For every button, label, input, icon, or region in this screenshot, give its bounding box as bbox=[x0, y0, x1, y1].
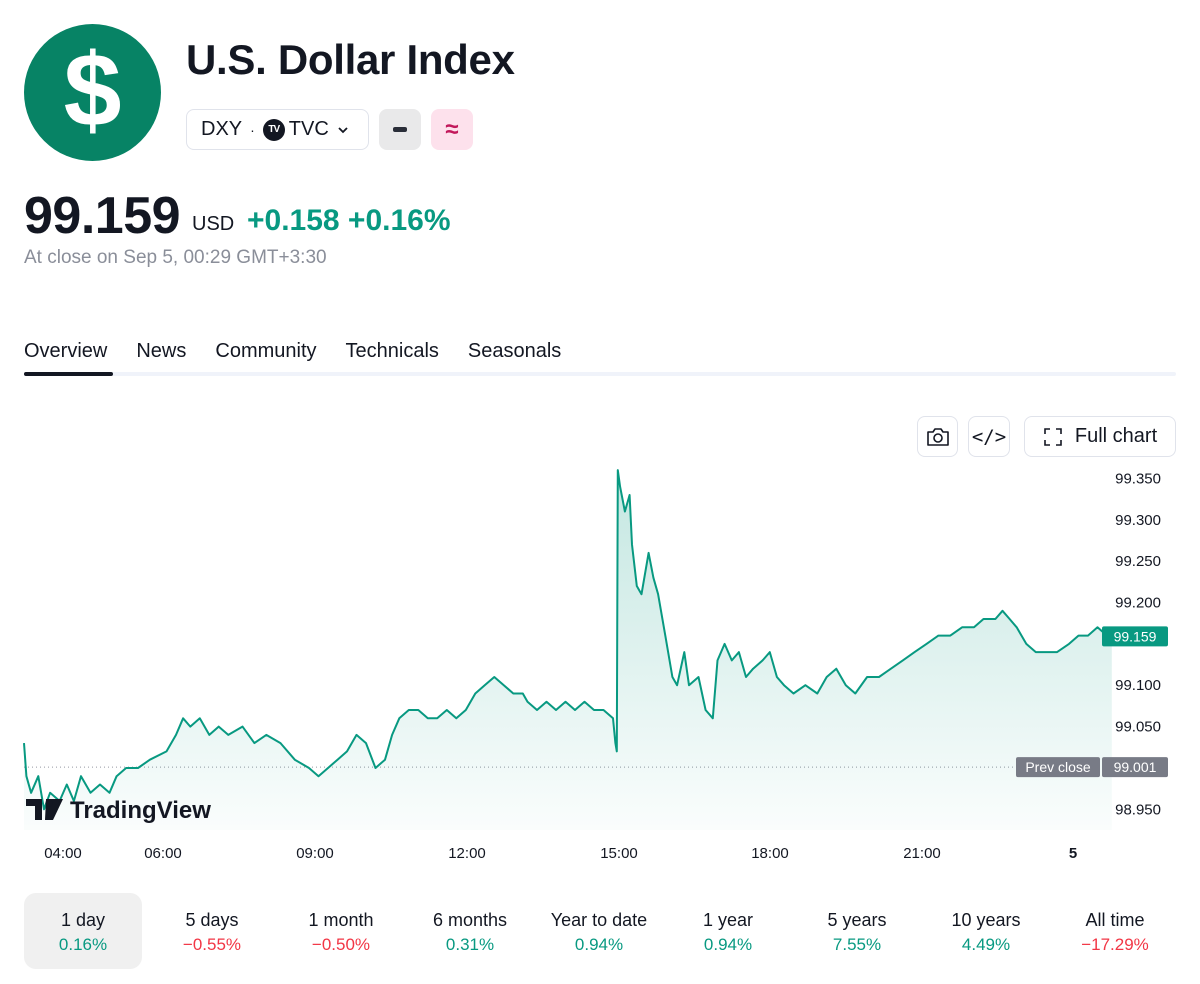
range-pct: 0.16% bbox=[58, 935, 108, 954]
tab-overview[interactable]: Overview bbox=[24, 340, 108, 362]
range-pct: −0.55% bbox=[182, 935, 242, 954]
snapshot-button[interactable] bbox=[917, 416, 958, 457]
range-1m[interactable]: 1 month −0.50% bbox=[282, 893, 400, 969]
range-pct: 0.94% bbox=[703, 935, 753, 954]
range-all[interactable]: All time −17.29% bbox=[1056, 893, 1174, 969]
range-label: 1 year bbox=[702, 910, 754, 930]
range-pct: −0.50% bbox=[311, 935, 371, 954]
range-ytd[interactable]: Year to date 0.94% bbox=[540, 893, 658, 969]
prev-close-tag bbox=[1016, 757, 1100, 778]
market-status-note: At close on Sep 5, 00:29 GMT+3:30 bbox=[24, 247, 327, 268]
range-1y[interactable]: 1 year 0.94% bbox=[669, 893, 787, 969]
full-chart-button[interactable]: Full chart bbox=[1024, 416, 1176, 457]
y-tick-label: 99.100 bbox=[1115, 677, 1161, 694]
y-tick-label: 99.050 bbox=[1115, 719, 1161, 736]
range-5y[interactable]: 5 years 7.55% bbox=[798, 893, 916, 969]
y-tick-label: 99.350 bbox=[1115, 470, 1161, 487]
last-price: 99.159 bbox=[24, 187, 181, 245]
range-pct: −17.29% bbox=[1081, 935, 1149, 954]
tab-community[interactable]: Community bbox=[215, 340, 317, 362]
range-pct: 4.49% bbox=[961, 935, 1011, 954]
range-label: 1 day bbox=[60, 910, 106, 930]
range-5d[interactable]: 5 days −0.55% bbox=[153, 893, 271, 969]
range-pct: 7.55% bbox=[832, 935, 882, 954]
symbol-exchange-chip[interactable]: DXY · TV TVC bbox=[186, 109, 369, 150]
x-tick-label: 18:00 bbox=[751, 845, 789, 862]
y-tick-label: 99.300 bbox=[1115, 512, 1161, 529]
full-chart-label: Full chart bbox=[1074, 425, 1158, 447]
prev-close-label: Prev close bbox=[1025, 759, 1091, 775]
tradingview-logo-dot bbox=[45, 799, 53, 807]
y-tick-label: 98.950 bbox=[1115, 801, 1161, 818]
chevron-down-icon bbox=[338, 126, 348, 133]
section-tabs: Overview News Community Technicals Seaso… bbox=[24, 340, 561, 363]
range-label: 6 months bbox=[432, 910, 508, 930]
approx-icon: ≈ bbox=[445, 115, 459, 143]
page-title: U.S. Dollar Index bbox=[186, 36, 515, 83]
range-label: Year to date bbox=[550, 910, 648, 930]
y-tick-label: 99.250 bbox=[1115, 553, 1161, 570]
tradingview-badge-icon: TV bbox=[262, 118, 285, 141]
symbol-label: DXY bbox=[201, 118, 243, 140]
x-tick-label: 09:00 bbox=[296, 845, 334, 862]
range-pct: 0.31% bbox=[445, 935, 495, 954]
price-line bbox=[23, 469, 1112, 811]
tab-seasonals[interactable]: Seasonals bbox=[467, 340, 562, 362]
tabs-divider bbox=[24, 372, 1176, 376]
tradingview-watermark: TradingView bbox=[26, 797, 211, 824]
x-tick-label: 06:00 bbox=[144, 845, 182, 862]
last-price-tag bbox=[1102, 626, 1168, 647]
embed-button[interactable]: </> bbox=[968, 416, 1010, 457]
x-tick-label: 12:00 bbox=[448, 845, 486, 862]
price-currency: USD bbox=[192, 213, 235, 235]
last-price-value: 99.159 bbox=[1114, 628, 1157, 644]
price-chart[interactable]: 99.350 99.300 99.250 99.200 99.100 99.050 98.9… bbox=[0, 460, 1200, 870]
minus-chip[interactable] bbox=[379, 109, 421, 150]
index-logo: $ bbox=[24, 24, 161, 161]
fullscreen-icon bbox=[1044, 427, 1062, 446]
y-tick-label: 99.200 bbox=[1115, 595, 1161, 612]
exchange-label: TVC bbox=[288, 118, 329, 140]
price-area bbox=[24, 470, 1112, 830]
range-pct: 0.94% bbox=[574, 935, 624, 954]
range-1d[interactable]: 1 day 0.16% bbox=[24, 893, 142, 969]
tradingview-logo-icon bbox=[26, 799, 63, 820]
price-change: +0.158 +0.16% bbox=[247, 204, 451, 237]
range-label: 1 month bbox=[308, 910, 374, 930]
range-label: 10 years bbox=[951, 910, 1021, 930]
minus-icon bbox=[393, 127, 407, 132]
x-tick-label: 21:00 bbox=[903, 845, 941, 862]
prev-close-value-tag bbox=[1102, 757, 1168, 778]
active-tab-indicator bbox=[24, 372, 113, 376]
range-selector: 1 day 0.16% 5 days −0.55% 1 month −0.50% 6 … bbox=[24, 893, 1176, 969]
x-tick-label: 04:00 bbox=[44, 845, 82, 862]
range-label: 5 days bbox=[185, 910, 239, 930]
range-label: All time bbox=[1085, 910, 1145, 930]
prev-close-value: 99.001 bbox=[1114, 759, 1157, 775]
range-10y[interactable]: 10 years 4.49% bbox=[927, 893, 1045, 969]
code-icon: </> bbox=[971, 425, 1007, 448]
tab-news[interactable]: News bbox=[136, 340, 187, 362]
range-6m[interactable]: 6 months 0.31% bbox=[411, 893, 529, 969]
dollar-icon: $ bbox=[63, 32, 122, 149]
tab-technicals[interactable]: Technicals bbox=[345, 340, 439, 362]
x-tick-label: 15:00 bbox=[600, 845, 638, 862]
camera-icon bbox=[926, 427, 949, 446]
range-label: 5 years bbox=[827, 910, 887, 930]
approx-chip[interactable]: ≈ bbox=[431, 109, 473, 150]
watermark-text: TradingView bbox=[70, 797, 211, 824]
x-tick-label: 5 bbox=[1069, 845, 1077, 862]
separator-dot: · bbox=[250, 121, 255, 138]
